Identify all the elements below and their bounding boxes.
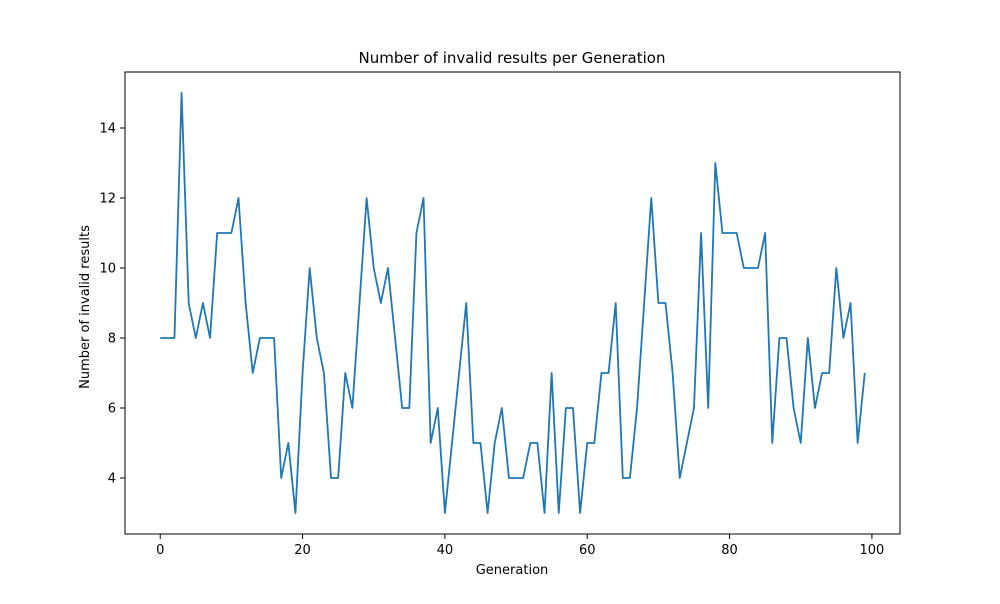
x-tick-label: 60 (579, 543, 596, 558)
x-axis-label: Generation (476, 563, 549, 578)
x-tick-label: 40 (437, 543, 454, 558)
x-tick-label: 20 (294, 543, 311, 558)
y-tick-label: 10 (99, 262, 116, 277)
x-tick-label: 100 (859, 543, 884, 558)
y-tick-label: 12 (99, 192, 116, 207)
x-tick-label: 80 (721, 543, 738, 558)
chart-title: Number of invalid results per Generation (358, 49, 665, 67)
y-tick-label: 8 (108, 332, 116, 347)
y-tick-label: 14 (99, 122, 116, 137)
series-line-0 (160, 92, 866, 514)
y-tick-label: 6 (108, 402, 116, 417)
x-tick-label: 0 (156, 543, 164, 558)
y-axis-ticks: 4 6 8 10 12 14 (99, 122, 125, 487)
plot-area (124, 71, 901, 535)
y-axis-label: Number of invalid results (78, 225, 93, 389)
x-axis-ticks: 0 20 40 60 80 100 (156, 534, 884, 558)
y-tick-label: 4 (108, 472, 116, 487)
axes-frame (124, 71, 901, 535)
